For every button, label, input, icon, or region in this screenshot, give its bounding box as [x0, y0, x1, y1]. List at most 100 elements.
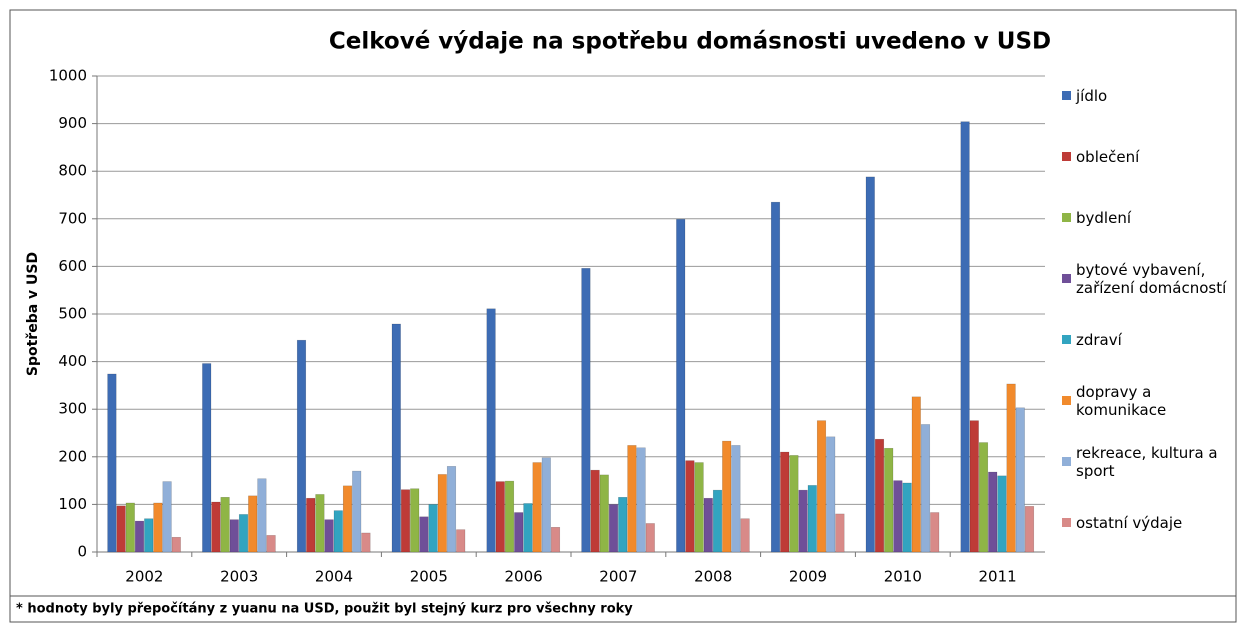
y-axis-label: Spotřeba v USD: [25, 252, 41, 376]
legend-label: zdraví: [1076, 330, 1122, 349]
footnote: * hodnoty byly přepočítány z yuanu na US…: [16, 602, 633, 617]
y-tick-label: 900: [58, 114, 87, 132]
bar: [315, 494, 325, 553]
bar: [107, 373, 117, 553]
bar: [202, 363, 212, 553]
bar: [826, 436, 836, 553]
bar: [911, 396, 921, 553]
bar: [220, 497, 230, 553]
y-tick-label: 1000: [49, 67, 87, 85]
bar: [352, 470, 362, 553]
bar: [550, 526, 561, 553]
bar: [712, 489, 723, 553]
legend-item: dopravy a komunikace: [1062, 370, 1232, 431]
bar: [988, 471, 998, 553]
bar: [324, 519, 334, 553]
bar: [780, 451, 790, 553]
legend-item: jídlo: [1062, 65, 1232, 126]
legend-item: ostatní výdaje: [1062, 492, 1232, 553]
legend-item: bytové vybavení, zařízení domácností: [1062, 248, 1232, 309]
x-tick-label: 2004: [315, 568, 353, 586]
bar: [410, 488, 420, 553]
bar: [541, 457, 551, 553]
legend-swatch: [1062, 518, 1071, 527]
bar: [627, 445, 637, 553]
bar: [618, 497, 628, 553]
x-tick-label: 2002: [125, 568, 163, 586]
legend: jídlo oblečení bydlení bytové vybavení, zař…: [1062, 65, 1232, 553]
bar: [306, 497, 316, 553]
bar: [266, 535, 276, 553]
legend-label: rekreace, kultura a sport: [1076, 443, 1218, 480]
x-tick-label: 2006: [505, 568, 543, 586]
bar: [391, 323, 401, 553]
bar: [153, 502, 163, 553]
x-tick-label: 2011: [979, 568, 1017, 586]
y-tick-label: 200: [58, 447, 87, 465]
bar: [171, 536, 181, 553]
bar: [361, 532, 371, 553]
bar: [456, 529, 466, 553]
bar: [116, 505, 126, 553]
bar: [1024, 506, 1035, 553]
bar: [608, 504, 619, 553]
bar: [238, 514, 249, 553]
bar: [789, 455, 799, 553]
bar: [532, 462, 542, 553]
legend-swatch: [1062, 213, 1071, 222]
bar: [333, 510, 343, 553]
y-tick-label: 0: [77, 543, 87, 561]
legend-swatch: [1062, 335, 1071, 344]
bar: [504, 480, 515, 553]
bar: [257, 478, 267, 553]
x-tick-label: 2005: [410, 568, 448, 586]
legend-swatch: [1062, 396, 1071, 405]
bar: [731, 445, 741, 553]
x-tick-label: 2007: [599, 568, 637, 586]
bar: [694, 462, 704, 553]
legend-item: bydlení: [1062, 187, 1232, 248]
bar: [865, 176, 875, 553]
legend-label: bytové vybavení, zařízení domácností: [1076, 260, 1227, 297]
footnote-border: [9, 595, 1237, 623]
bar: [722, 440, 732, 553]
bar: [874, 438, 885, 553]
y-tick-label: 600: [58, 257, 87, 275]
bar: [162, 481, 172, 553]
bar: [125, 502, 135, 553]
y-tick-label: 700: [58, 209, 87, 227]
bar: [1006, 383, 1016, 553]
bar: [969, 420, 979, 553]
y-tick-label: 100: [58, 495, 87, 513]
y-tick-label: 500: [58, 305, 87, 323]
bar: [248, 495, 258, 553]
bar: [581, 268, 591, 553]
bar: [437, 474, 447, 553]
bar: [342, 485, 353, 553]
bar: [740, 518, 750, 553]
y-tick-label: 400: [58, 352, 87, 370]
bar: [296, 339, 307, 553]
bar: [997, 475, 1007, 553]
bar: [446, 466, 457, 553]
bar: [134, 520, 145, 553]
bar: [486, 308, 496, 553]
legend-swatch: [1062, 457, 1071, 466]
bar: [400, 489, 411, 553]
y-tick-label: 300: [58, 400, 87, 418]
bar: [816, 420, 827, 553]
bar: [703, 497, 713, 553]
bar: [978, 442, 989, 553]
legend-label: ostatní výdaje: [1076, 513, 1183, 532]
x-tick-label: 2009: [789, 568, 827, 586]
y-tick-label: 800: [58, 162, 87, 180]
legend-swatch: [1062, 91, 1071, 100]
bar: [960, 121, 970, 553]
bar: [211, 501, 221, 553]
bar: [685, 460, 695, 553]
legend-item: zdraví: [1062, 309, 1232, 370]
bar: [902, 482, 912, 553]
bar: [514, 512, 524, 553]
bar: [798, 489, 808, 553]
